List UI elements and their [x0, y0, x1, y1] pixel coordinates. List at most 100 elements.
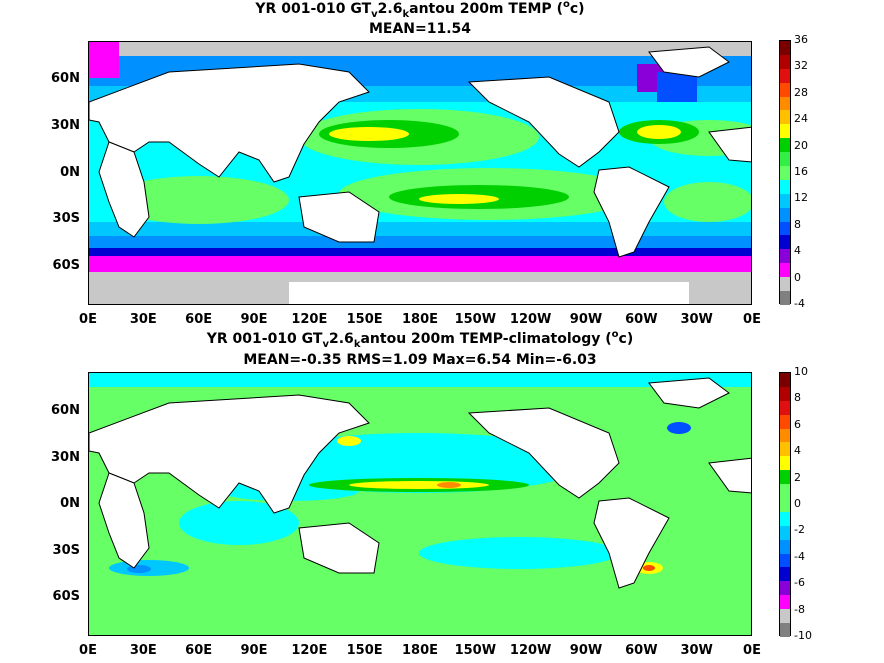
bottom-lon-label: 60W [625, 643, 658, 658]
colorbar-tick-label: 32 [794, 59, 808, 73]
colorbar-swatch [780, 373, 790, 387]
bottom-lat-label: 60N [51, 403, 80, 418]
top-lat-label: 60S [52, 258, 80, 273]
colorbar-tick-label: 28 [794, 85, 808, 99]
top-lon-label: 120E [291, 312, 328, 327]
bottom-lon-label: 150E [346, 643, 383, 658]
top-lon-label: 30E [129, 312, 157, 327]
colorbar-swatch [780, 96, 790, 111]
colorbar-swatch [780, 511, 790, 526]
colorbar-tick-label: 12 [794, 191, 808, 205]
colorbar-swatch [780, 110, 790, 125]
colorbar-tick-label: 20 [794, 138, 808, 152]
colorbar-swatch [780, 623, 790, 637]
colorbar-swatch [780, 138, 790, 153]
bottom-colorbar [779, 372, 791, 637]
bottom-title: YR 001-010 GTv2.6kantou 200m TEMP-climat… [206, 329, 634, 350]
colorbar-swatch [780, 179, 790, 194]
colorbar-swatch [780, 470, 790, 485]
bottom-lon-label: 150W [454, 643, 497, 658]
colorbar-swatch [780, 525, 790, 540]
bottom-lat-label: 30N [51, 450, 80, 465]
colorbar-swatch [780, 400, 790, 415]
top-lon-label: 60E [185, 312, 213, 327]
colorbar-swatch [780, 207, 790, 222]
bottom-lon-label: 30W [680, 643, 713, 658]
top-lon-label: 150W [454, 312, 497, 327]
bottom-subtitle: MEAN=-0.35 RMS=1.09 Max=6.54 Min=-6.03 [243, 352, 597, 368]
bottom-lat-label: 60S [52, 589, 80, 604]
colorbar-swatch [780, 428, 790, 443]
colorbar-tick-label: 4 [794, 444, 801, 458]
colorbar-swatch [780, 581, 790, 596]
colorbar-tick-label: 16 [794, 165, 808, 178]
colorbar-swatch [780, 553, 790, 568]
colorbar-tick-label: 36 [794, 33, 808, 46]
colorbar-swatch [780, 221, 790, 236]
colorbar-tick-label: 0 [794, 497, 801, 510]
colorbar-tick-label: -10 [794, 629, 812, 642]
top-lat-label: 30S [52, 211, 80, 226]
top-map [88, 41, 752, 305]
colorbar-swatch [780, 498, 790, 512]
colorbar-swatch [780, 609, 790, 624]
bottom-lon-label: 90E [240, 643, 268, 658]
bottom-lon-label: 120E [291, 643, 328, 658]
colorbar-swatch [780, 152, 790, 167]
colorbar-tick-label: -4 [794, 297, 805, 310]
colorbar-swatch [780, 235, 790, 250]
bottom-map-field [89, 373, 751, 635]
colorbar-tick-label: -8 [794, 602, 805, 616]
colorbar-tick-label: 10 [794, 365, 808, 378]
colorbar-swatch [780, 166, 790, 180]
bottom-lon-label: 0E [743, 643, 761, 658]
colorbar-swatch [780, 249, 790, 264]
bottom-map [88, 372, 752, 636]
colorbar-swatch [780, 277, 790, 292]
top-lat-label: 0N [60, 165, 80, 180]
colorbar-swatch [780, 193, 790, 208]
colorbar-swatch [780, 291, 790, 305]
top-lon-label: 30W [680, 312, 713, 327]
bottom-lon-label: 60E [185, 643, 213, 658]
colorbar-tick-label: -2 [794, 523, 805, 537]
colorbar-tick-label: 8 [794, 217, 801, 231]
top-lon-label: 120W [509, 312, 552, 327]
top-lat-label: 30N [51, 118, 80, 133]
top-subtitle: MEAN=11.54 [368, 21, 472, 37]
top-lon-label: 0E [79, 312, 97, 327]
colorbar-swatch [780, 484, 790, 499]
colorbar-swatch [780, 456, 790, 471]
top-lon-label: 150E [346, 312, 383, 327]
colorbar-tick-label: 4 [794, 244, 801, 258]
colorbar-tick-label: 6 [794, 417, 801, 431]
colorbar-swatch [780, 82, 790, 97]
colorbar-tick-label: -4 [794, 549, 805, 563]
colorbar-swatch [780, 41, 790, 55]
colorbar-swatch [780, 54, 790, 69]
top-colorbar [779, 40, 791, 305]
top-lon-label: 60W [625, 312, 658, 327]
bottom-lon-label: 90W [569, 643, 603, 658]
bottom-lon-label: 30E [129, 643, 157, 658]
colorbar-swatch [780, 567, 790, 582]
colorbar-tick-label: -6 [794, 576, 805, 590]
colorbar-tick-label: 8 [794, 391, 801, 405]
colorbar-swatch [780, 595, 790, 610]
bottom-lon-label: 180E [401, 643, 439, 658]
top-lon-label: 90W [569, 312, 603, 327]
top-lat-label: 60N [51, 71, 80, 86]
colorbar-swatch [780, 442, 790, 457]
colorbar-swatch [780, 386, 790, 401]
top-title: YR 001-010 GTv2.6kantou 200m TEMP (oc) [255, 0, 585, 20]
bottom-lon-label: 0E [79, 643, 97, 658]
top-lon-label: 0E [743, 312, 761, 327]
top-map-field [89, 42, 751, 304]
colorbar-tick-label: 24 [794, 112, 808, 126]
top-lon-label: 180E [401, 312, 439, 327]
top-lon-label: 90E [240, 312, 268, 327]
bottom-lat-label: 30S [52, 543, 80, 558]
colorbar-swatch [780, 539, 790, 554]
bottom-lon-label: 120W [509, 643, 552, 658]
bottom-lat-label: 0N [60, 496, 80, 511]
